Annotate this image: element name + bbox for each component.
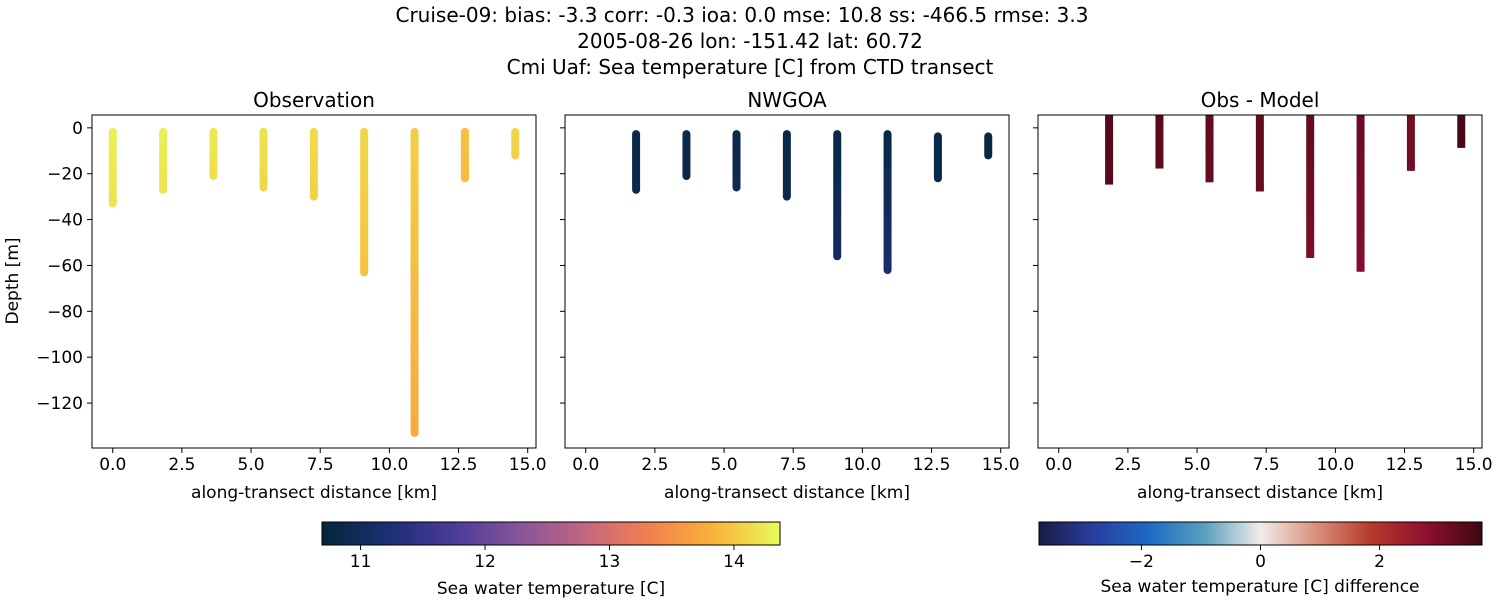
profile-0 — [108, 127, 117, 208]
x-tick-label: 10.0 — [1316, 455, 1354, 475]
colorbar-label-temperature: Sea water temperature [C] — [437, 579, 665, 599]
profile-1 — [682, 130, 691, 181]
colorbar-tick-label: 2 — [1374, 552, 1385, 572]
colorbar-tick-label: 14 — [723, 552, 745, 572]
colorbar-tick-label: 13 — [599, 552, 621, 572]
profile-3 — [1255, 115, 1264, 192]
panel-title-difference: Obs - Model — [1201, 88, 1320, 112]
x-tick-label: 0.0 — [1045, 455, 1072, 475]
colorbar-1 — [1038, 521, 1483, 546]
profile-end-2 — [1205, 174, 1214, 183]
profile-5 — [1356, 115, 1365, 272]
xlabel-difference: along-transect distance [km] — [1137, 483, 1383, 503]
x-tick-label: 2.5 — [1114, 455, 1141, 475]
profile-end-0 — [1105, 176, 1114, 185]
colorbar-tick-label: −2 — [1129, 552, 1154, 572]
profile-end-1 — [1155, 160, 1164, 169]
profile-0 — [1105, 115, 1114, 185]
x-tick-label: 5.0 — [711, 455, 738, 475]
suptitle-line-2: 2005-08-26 lon: -151.42 lat: 60.72 — [577, 29, 923, 53]
x-tick-label: 7.5 — [307, 455, 334, 475]
x-tick-label: 12.5 — [1386, 455, 1424, 475]
x-tick-label: 0.0 — [99, 455, 126, 475]
profile-7 — [984, 132, 993, 160]
x-tick-label: 15.0 — [1455, 455, 1493, 475]
x-tick-label: 10.0 — [843, 455, 881, 475]
xlabel-observation: along-transect distance [km] — [191, 483, 437, 503]
y-tick-label: −60 — [47, 256, 83, 276]
x-tick-label: 7.5 — [1253, 455, 1280, 475]
colorbar-0 — [321, 521, 781, 546]
x-tick-label: 7.5 — [780, 455, 807, 475]
x-tick-label: 5.0 — [1184, 455, 1211, 475]
profile-4 — [833, 130, 842, 261]
x-tick-label: 15.0 — [982, 455, 1020, 475]
y-tick-label: 0 — [72, 119, 83, 139]
y-tick-label: −40 — [47, 211, 83, 231]
y-tick-label: −120 — [36, 394, 83, 414]
profile-5 — [360, 127, 369, 277]
profile-end-7 — [1457, 139, 1466, 148]
x-tick-label: 12.5 — [440, 455, 478, 475]
xlabel-model: along-transect distance [km] — [664, 483, 910, 503]
x-tick-label: 12.5 — [913, 455, 951, 475]
panel-title-model: NWGOA — [747, 88, 827, 112]
colorbar-tick-label: 12 — [474, 552, 496, 572]
profile-6 — [933, 132, 942, 183]
x-tick-label: 0.0 — [572, 455, 599, 475]
y-tick-label: −20 — [47, 165, 83, 185]
profile-end-6 — [1406, 162, 1415, 171]
profile-2 — [732, 130, 741, 192]
profile-end-5 — [1356, 263, 1365, 272]
panel-title-observation: Observation — [253, 88, 375, 112]
profile-8 — [511, 127, 520, 160]
profile-5 — [883, 130, 892, 275]
axes-frame-1 — [564, 114, 1010, 449]
x-tick-label: 2.5 — [641, 455, 668, 475]
profile-0 — [632, 130, 641, 194]
profile-7 — [460, 127, 469, 183]
profile-7 — [1457, 115, 1466, 148]
suptitle-line-1: Cruise-09: bias: -3.3 corr: -0.3 ioa: 0.… — [395, 3, 1088, 27]
suptitle-line-3: Cmi Uaf: Sea temperature [C] from CTD tr… — [507, 55, 994, 79]
profile-3 — [259, 127, 268, 192]
profile-4 — [309, 127, 318, 201]
profile-6 — [410, 127, 419, 437]
x-tick-label: 10.0 — [370, 455, 408, 475]
colorbar-label-difference: Sea water temperature [C] difference — [1100, 577, 1419, 597]
profile-3 — [782, 130, 791, 201]
axes-frame-2 — [1037, 114, 1483, 449]
profile-2 — [209, 127, 218, 181]
x-tick-label: 15.0 — [509, 455, 547, 475]
colorbar-tick-label: 0 — [1255, 552, 1266, 572]
x-tick-label: 2.5 — [168, 455, 195, 475]
profile-2 — [1205, 115, 1214, 183]
x-tick-label: 5.0 — [238, 455, 265, 475]
profile-1 — [159, 127, 168, 194]
y-tick-label: −100 — [36, 348, 83, 368]
axes-frame-0 — [91, 114, 537, 449]
profile-end-3 — [1255, 183, 1264, 192]
colorbar-tick-label: 11 — [350, 552, 372, 572]
ylabel: Depth [m] — [3, 237, 23, 324]
profile-1 — [1155, 115, 1164, 169]
profile-4 — [1306, 115, 1315, 258]
y-tick-label: −80 — [47, 302, 83, 322]
profile-end-4 — [1306, 249, 1315, 258]
profile-6 — [1406, 115, 1415, 171]
